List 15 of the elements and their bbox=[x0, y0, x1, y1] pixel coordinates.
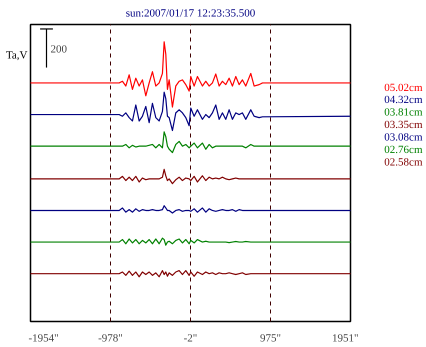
annotation: 200 bbox=[50, 43, 68, 56]
x-tick-label: -1954" bbox=[28, 332, 59, 344]
chart-title: sun:2007/01/17 12:23:35.500 bbox=[126, 8, 256, 20]
x-tick-label: 1951" bbox=[332, 332, 359, 344]
text: 03.08cm bbox=[384, 131, 423, 144]
x-tick-label: 975" bbox=[260, 332, 282, 344]
x-tick-label: -2" bbox=[184, 332, 198, 344]
text: 03.35cm bbox=[384, 119, 423, 132]
y-axis-title: Ta,V bbox=[6, 49, 28, 62]
text: 05.02cm bbox=[384, 82, 423, 94]
text: 02.76cm bbox=[384, 144, 423, 156]
text: 03.81cm bbox=[384, 106, 423, 119]
text: 04.32cm bbox=[384, 94, 423, 106]
x-tick-label: -978" bbox=[98, 332, 123, 344]
text: 02.58cm bbox=[384, 156, 423, 168]
